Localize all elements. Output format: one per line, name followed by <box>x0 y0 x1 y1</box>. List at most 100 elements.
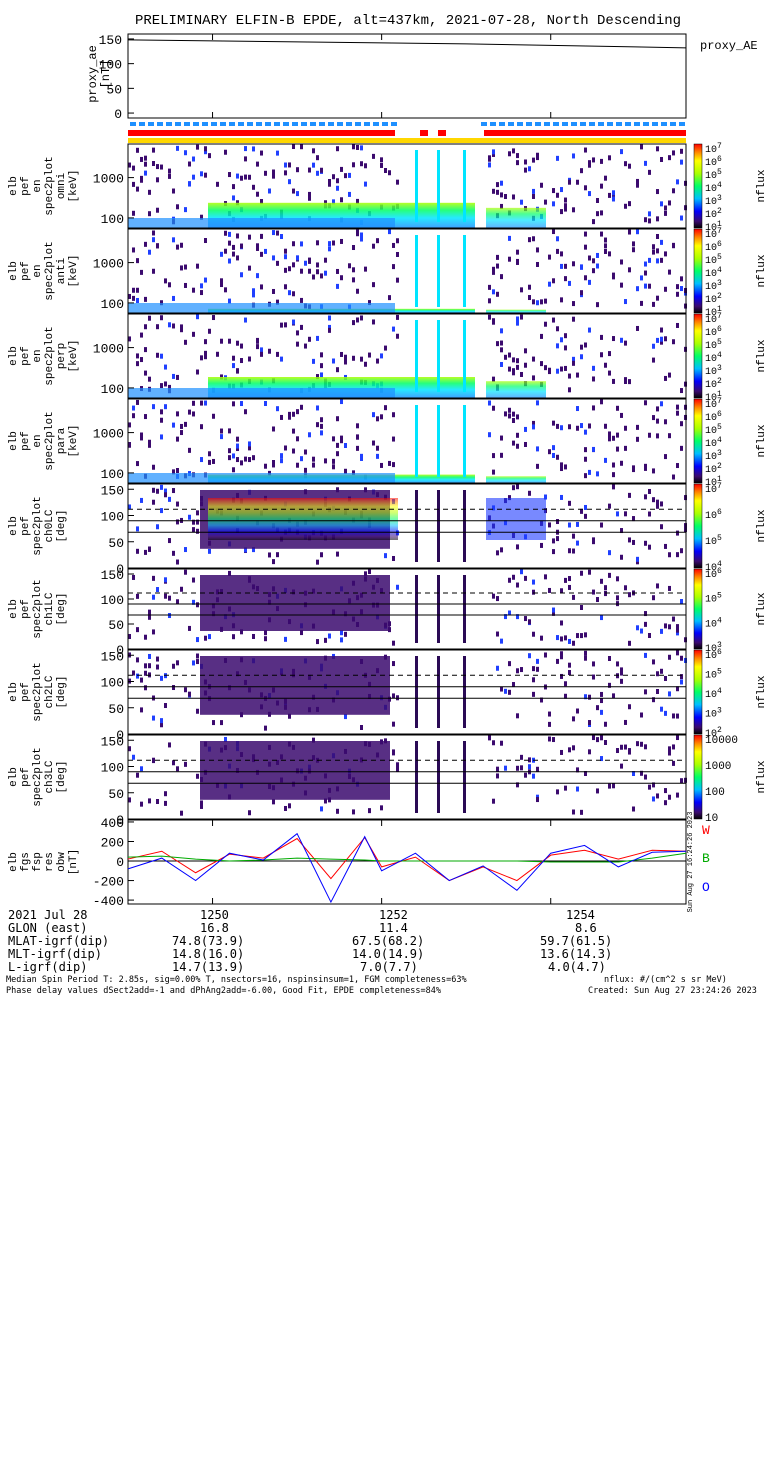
colorbar-tick-label: 106 <box>705 567 722 581</box>
spectrogram-ytick-label: 150 <box>101 483 124 498</box>
spectrogram-cell <box>276 299 279 305</box>
colorbar-tick-label: 104 <box>705 687 722 701</box>
spectrogram-cell <box>140 332 143 338</box>
footer-val-3-1: 14.0(14.9) <box>352 947 425 961</box>
spectrogram-cell <box>192 599 195 605</box>
spectrogram-cell <box>168 613 171 619</box>
spectrogram-cell <box>488 284 491 290</box>
spectrogram-cell <box>500 452 503 458</box>
spectrogram-cell <box>160 353 163 359</box>
spectrogram-cell <box>504 354 507 360</box>
colorbar <box>693 483 703 569</box>
spectrogram-cell <box>584 185 587 191</box>
spectrogram-cell <box>580 633 583 639</box>
spectrogram-cell <box>152 268 155 274</box>
spectrogram-cell <box>320 167 323 173</box>
spectrogram-cell <box>584 231 587 237</box>
spectrogram-cell <box>676 552 679 558</box>
spectrogram-cell <box>496 550 499 556</box>
spectrogram-cell <box>316 240 319 246</box>
spectrogram-cell <box>284 805 287 811</box>
spectrogram-cell <box>656 295 659 301</box>
spectrogram-cell <box>176 244 179 250</box>
spectrogram-cell <box>524 362 527 368</box>
status-blue-segment <box>679 122 685 126</box>
spectrogram-cell <box>652 468 655 474</box>
spectrogram-cell <box>136 186 139 192</box>
spectrogram-cell <box>288 266 291 272</box>
spectrogram-cell <box>196 263 199 269</box>
spectrogram-cell <box>196 369 199 375</box>
spectrogram-cell <box>340 438 343 444</box>
spectrogram-cell <box>364 266 367 272</box>
spectrogram-cell <box>240 175 243 181</box>
colorbar-tick-label: 101 <box>705 305 722 319</box>
spectrogram-cell <box>196 773 199 779</box>
spectrogram-ytick-label: 150 <box>101 649 124 664</box>
spectrogram-cell <box>608 155 611 161</box>
spectrogram-cell <box>236 233 239 239</box>
spectrogram-cell <box>132 181 135 187</box>
spectrogram-cell <box>392 749 395 755</box>
spectrogram-cell <box>236 200 239 206</box>
spectrogram-cell <box>304 260 307 266</box>
spectrogram-cell <box>628 704 631 710</box>
spectrogram-cell <box>392 326 395 332</box>
mag-ytick-label: -200 <box>93 875 124 890</box>
status-blue-segment <box>265 122 271 126</box>
spectrogram-ylabel: spec2plot <box>44 156 56 215</box>
mag-legend-b: B <box>702 851 710 866</box>
spectrogram-cell <box>672 188 675 194</box>
colorbar-tick-label: 107 <box>705 482 722 496</box>
spectrogram-cell <box>672 760 675 766</box>
spectrogram-cell <box>296 436 299 442</box>
spectrogram-cell <box>652 249 655 255</box>
spectrogram-cell <box>340 238 343 244</box>
spectrogram-cell <box>156 524 159 530</box>
spectrogram-cell <box>584 473 587 479</box>
spectrogram-cell <box>152 594 155 600</box>
spectrogram-cell <box>384 405 387 411</box>
spectrogram-cell <box>200 457 203 463</box>
spectrogram-cell <box>176 411 179 417</box>
status-blue-segment <box>184 122 190 126</box>
spectrogram-cell <box>320 273 323 279</box>
spectrogram-cell <box>164 278 167 284</box>
spectrogram-cell <box>352 355 355 361</box>
spectrogram-cell <box>144 634 147 640</box>
spectrogram-cell <box>592 735 595 741</box>
spectrogram-cell <box>580 168 583 174</box>
spectrogram-cell <box>592 268 595 274</box>
spectrogram-cell <box>204 635 207 641</box>
spectrogram-cell <box>648 544 651 550</box>
spectrogram-cell <box>604 423 607 429</box>
spectrogram-cell <box>244 409 247 415</box>
spectrogram-cell <box>648 169 651 175</box>
spectrogram-ytick-label: 50 <box>108 702 124 717</box>
mag-ylabel: fgs <box>20 852 32 872</box>
spectrogram-ylabel: spec2plot <box>32 747 44 806</box>
mag-ytick-label: 0 <box>116 855 124 870</box>
spectrogram-cell <box>180 810 183 816</box>
spectrogram-low-energy <box>128 388 395 398</box>
spectrogram-cell <box>364 571 367 577</box>
spectrogram-cell <box>160 722 163 728</box>
spectrogram-cell <box>560 654 563 660</box>
spectrogram-cell <box>664 419 667 425</box>
spectrogram-cell <box>488 298 491 304</box>
spectrogram-cell <box>560 209 563 215</box>
spectrogram-cell <box>576 708 579 714</box>
spectrogram-cell <box>604 243 607 249</box>
spectrogram-cell <box>244 456 247 462</box>
spectrogram-cell <box>224 736 227 742</box>
spectrogram-cell <box>564 203 567 209</box>
spectrogram-cell <box>644 283 647 289</box>
spectrogram-cell <box>672 242 675 248</box>
spectrogram-ytick-label: 50 <box>108 536 124 551</box>
spectrogram-cell <box>160 508 163 514</box>
spectrogram-cell <box>284 445 287 451</box>
spectrogram-cell <box>632 516 635 522</box>
spectrogram-cell <box>660 668 663 674</box>
status-blue-segment <box>544 122 550 126</box>
status-blue-segment <box>364 122 370 126</box>
